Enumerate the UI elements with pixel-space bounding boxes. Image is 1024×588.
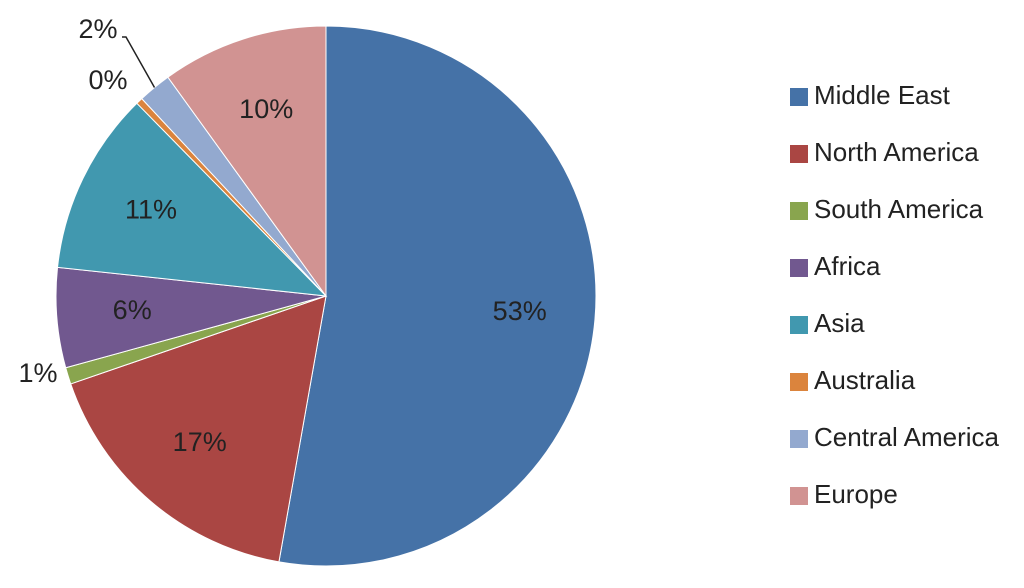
pie-slice-middle-east bbox=[278, 25, 597, 567]
pie-slices bbox=[55, 25, 597, 567]
pie-slice-asia bbox=[56, 102, 328, 297]
legend-label-australia: Australia bbox=[814, 365, 916, 395]
legend-label-europe: Europe bbox=[814, 479, 898, 509]
data-label-europe: 10% bbox=[239, 94, 293, 124]
legend-swatch-australia bbox=[790, 373, 808, 391]
legend-label-africa: Africa bbox=[814, 251, 881, 281]
legend-swatch-central-america bbox=[790, 430, 808, 448]
pie-slice-europe bbox=[167, 25, 327, 298]
slice-labels: 53% 17% 1% 6% 11% 0% 2% 10% bbox=[18, 14, 546, 457]
legend-swatch-south-america bbox=[790, 202, 808, 220]
data-label-australia: 0% bbox=[88, 65, 127, 95]
legend-swatch-middle-east bbox=[790, 88, 808, 106]
data-label-africa: 6% bbox=[113, 295, 152, 325]
legend-swatch-europe bbox=[790, 487, 808, 505]
data-label-central-america: 2% bbox=[78, 14, 117, 44]
legend-label-south-america: South America bbox=[814, 194, 984, 224]
legend-swatch-asia bbox=[790, 316, 808, 334]
data-label-south-america: 1% bbox=[18, 358, 57, 388]
data-label-north-america: 17% bbox=[173, 427, 227, 457]
legend-label-north-america: North America bbox=[814, 137, 979, 167]
legend-label-middle-east: Middle East bbox=[814, 80, 951, 110]
leader-line-central-america bbox=[122, 36, 156, 88]
legend-label-central-america: Central America bbox=[814, 422, 999, 452]
data-label-asia: 11% bbox=[125, 194, 177, 224]
legend-swatch-africa bbox=[790, 259, 808, 277]
data-label-middle-east: 53% bbox=[493, 296, 547, 326]
leader-lines bbox=[122, 36, 156, 88]
legend-label-asia: Asia bbox=[814, 308, 865, 338]
legend-swatch-north-america bbox=[790, 145, 808, 163]
legend: Middle East North America South America Afr… bbox=[790, 80, 999, 509]
